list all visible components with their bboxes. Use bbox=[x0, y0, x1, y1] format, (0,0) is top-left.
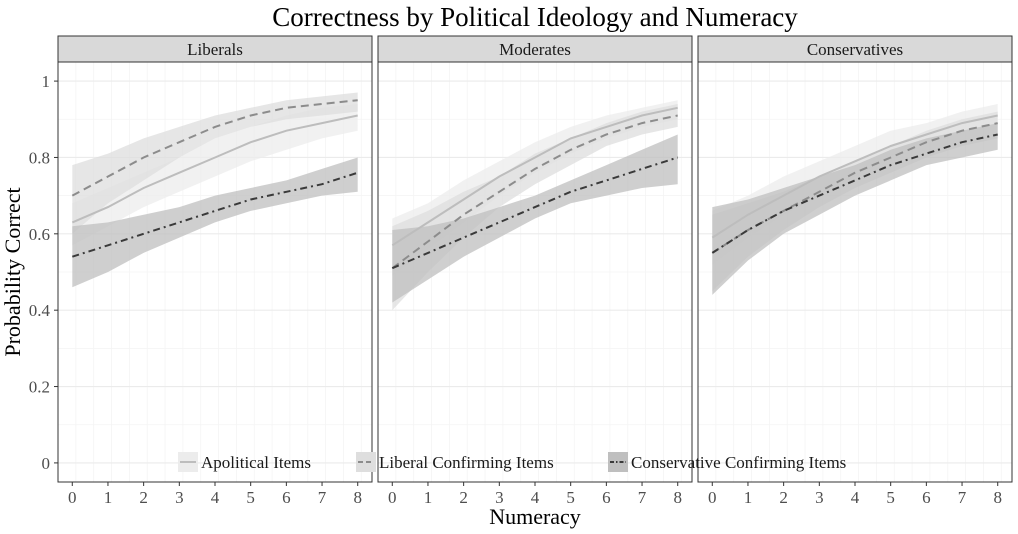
legend-label: Apolitical Items bbox=[201, 453, 311, 472]
chart-title: Correctness by Political Ideology and Nu… bbox=[272, 2, 798, 32]
y-tick-label: 1 bbox=[42, 72, 51, 91]
y-axis-label: Probability Correct bbox=[0, 187, 25, 356]
x-tick-label: 3 bbox=[815, 488, 824, 507]
facet-label: Conservatives bbox=[807, 40, 903, 59]
confidence-band bbox=[712, 123, 998, 295]
facet-label: Liberals bbox=[187, 40, 243, 59]
x-tick-label: 3 bbox=[495, 488, 504, 507]
x-tick-label: 2 bbox=[459, 488, 468, 507]
series-line bbox=[711, 133, 998, 254]
legend-key-band bbox=[608, 452, 628, 472]
confidence-band bbox=[392, 134, 678, 303]
legend-item: Liberal Confirming Items bbox=[356, 452, 554, 472]
x-tick-label: 5 bbox=[886, 488, 895, 507]
x-axis-label: Numeracy bbox=[489, 504, 581, 529]
confidence-band bbox=[72, 92, 358, 234]
series-line bbox=[391, 106, 678, 247]
facet-panel-liberals: Liberals 0 1 2 3 4 5 6 7 8 bbox=[57, 35, 373, 507]
y-tick-label: 0.6 bbox=[29, 225, 50, 244]
x-tick-label: 8 bbox=[993, 488, 1002, 507]
x-tick-label: 1 bbox=[744, 488, 753, 507]
y-tick-label: 0.4 bbox=[29, 301, 51, 320]
facet-label: Moderates bbox=[499, 40, 571, 59]
series-line bbox=[391, 156, 679, 270]
legend-label: Liberal Confirming Items bbox=[379, 453, 554, 472]
x-tick-label: 8 bbox=[353, 488, 362, 507]
x-tick-label: 7 bbox=[318, 488, 327, 507]
x-tick-label: 1 bbox=[424, 488, 433, 507]
confidence-band bbox=[392, 104, 678, 311]
x-tick-label: 5 bbox=[566, 488, 575, 507]
x-tick-label: 2 bbox=[139, 488, 148, 507]
facet-strip bbox=[377, 35, 693, 63]
x-tick-label: 6 bbox=[922, 488, 931, 507]
legend-item: Apolitical Items bbox=[178, 452, 311, 472]
legend: Apolitical Items Liberal Confirming Items… bbox=[178, 452, 846, 472]
y-tick-label: 0 bbox=[42, 454, 51, 473]
series-line bbox=[391, 114, 678, 270]
series-line bbox=[71, 99, 358, 197]
confidence-band bbox=[72, 104, 358, 246]
x-tick-label: 0 bbox=[388, 488, 397, 507]
x-tick-label: 6 bbox=[282, 488, 291, 507]
facet-strip bbox=[697, 35, 1013, 63]
x-tick-label: 0 bbox=[708, 488, 717, 507]
x-tick-label: 0 bbox=[68, 488, 77, 507]
facet-panel-conservatives: Conservatives 0 1 2 3 4 5 6 7 8 bbox=[697, 35, 1013, 507]
confidence-band bbox=[72, 157, 358, 288]
legend-label: Conservative Confirming Items bbox=[631, 453, 846, 472]
legend-item: Conservative Confirming Items bbox=[608, 452, 846, 472]
series-line bbox=[71, 114, 358, 224]
x-tick-label: 6 bbox=[602, 488, 611, 507]
x-tick-label: 5 bbox=[246, 488, 255, 507]
x-tick-label: 1 bbox=[104, 488, 113, 507]
x-tick-label: 4 bbox=[211, 488, 220, 507]
series-line bbox=[711, 114, 998, 239]
x-tick-label: 2 bbox=[779, 488, 788, 507]
x-tick-label: 7 bbox=[638, 488, 647, 507]
y-tick-label: 0.8 bbox=[29, 148, 50, 167]
x-tick-label: 8 bbox=[673, 488, 682, 507]
x-tick-label: 4 bbox=[531, 488, 540, 507]
facet-strip bbox=[57, 35, 373, 63]
y-axis: 0 0.2 0.4 0.6 0.8 1 bbox=[29, 72, 58, 473]
x-tick-label: 4 bbox=[851, 488, 860, 507]
x-tick-label: 7 bbox=[958, 488, 967, 507]
x-tick-label: 3 bbox=[175, 488, 184, 507]
y-tick-label: 0.2 bbox=[29, 378, 50, 397]
facet-panel-moderates: Moderates 0 1 2 3 4 5 6 7 8 bbox=[377, 35, 693, 507]
